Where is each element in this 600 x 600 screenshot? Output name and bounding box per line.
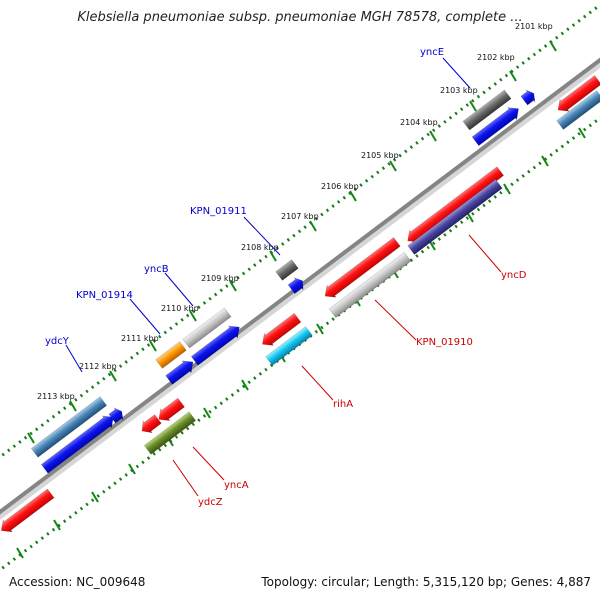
feature-arrow-red[interactable] [554,74,600,116]
feature-arrow-blue[interactable] [287,275,307,295]
label-KPN_01914[interactable]: KPN_01914 [76,290,133,301]
leader-line-KPN_01914 [129,298,161,335]
reverse-track-ticks [16,127,586,559]
feature-arrow-blue[interactable] [108,405,127,424]
feature-box-olive[interactable] [143,411,197,455]
gene-labels: yncE KPN_01911 yncB KPN_01914 ydcY yncD … [45,47,527,508]
scale-label: 2105 kbp [361,151,399,160]
reverse-track-tick [128,463,136,475]
leader-line-yncB [164,272,194,307]
scale-tick [429,130,437,142]
genome-summary-text: Topology: circular; Length: 5,315,120 bp… [261,575,591,589]
label-KPN_01910[interactable]: KPN_01910 [416,337,473,348]
scale-tick [229,280,237,292]
scale-tick [509,70,517,82]
feature-box-steel[interactable] [30,396,108,458]
label-yncB[interactable]: yncB [144,264,169,275]
scale-tick [27,432,35,444]
scale-label: 2113 kbp [37,392,75,401]
feature-box-grey[interactable] [462,89,512,131]
label-yncA[interactable]: yncA [224,480,249,491]
label-KPN_01911[interactable]: KPN_01911 [190,206,247,217]
reverse-track-tick [91,491,99,503]
scale-label: 2106 kbp [321,182,359,191]
scale-label: 2103 kbp [440,86,478,95]
feature-arrow-red[interactable] [138,413,163,437]
feature-arrow-blue[interactable] [520,87,539,106]
scale-tick [389,160,397,172]
scale-label: 2101 kbp [515,22,553,31]
leader-line-yncA [192,446,225,481]
feature-arrow-blue[interactable] [471,103,523,147]
scale-label: 2112 kbp [79,362,117,371]
scale-tick [269,250,277,262]
scale-label: 2109 kbp [201,274,239,283]
scale-label: 2104 kbp [400,118,438,127]
scale-tick [189,310,197,322]
feature-box-light[interactable] [328,251,412,319]
scale-tick [69,400,77,412]
label-yncD[interactable]: yncD [501,270,527,281]
map-title: Klebsiella pneumoniae subsp. pneumoniae … [77,10,523,25]
scale-label: 2107 kbp [281,212,319,221]
leader-line-ydcY [65,344,83,373]
label-ydcZ[interactable]: ydcZ [198,497,223,508]
label-rihA[interactable]: rihA [333,399,353,410]
leader-line-yncD [468,234,502,273]
scale-ticks [27,40,557,444]
leader-line-ydcZ [172,459,199,497]
feature-box-steel[interactable] [556,90,600,130]
scale-label: 2110 kbp [161,304,199,313]
leader-line-KPN_01911 [243,216,281,256]
label-yncE[interactable]: yncE [420,47,444,58]
scale-label: 2111 kbp [121,334,159,343]
leader-line-yncE [442,57,471,89]
feature-box-navy[interactable] [407,179,503,255]
scale-tick [549,40,557,52]
leader-line-KPN_01910 [374,299,417,341]
reverse-track-tick [541,155,549,167]
reverse-track-tick [503,183,511,195]
feature-arrow-red[interactable] [258,312,302,350]
reverse-track-tick [316,323,324,335]
scale-tick [109,370,117,382]
scale-track [0,3,600,459]
feature-arrow-red[interactable] [154,397,185,426]
scale-tick [349,190,357,202]
reverse-track-tick [16,547,24,559]
label-ydcY[interactable]: ydcY [45,336,70,347]
feature-arrow-blue[interactable] [165,356,198,386]
leader-line-rihA [301,365,334,401]
scale-tick [149,340,157,352]
reverse-track-tick [578,127,586,139]
feature-box-cyan[interactable] [265,326,313,366]
feature-arrow-red[interactable] [0,487,55,536]
reverse-track-tick [203,407,211,419]
feature-arrow-blue[interactable] [190,321,244,367]
accession-text: Accession: NC_009648 [9,575,146,589]
scale-label: 2102 kbp [477,53,515,62]
feature-box-light[interactable] [182,307,232,349]
scale-tick [309,220,317,232]
reverse-track-tick [53,519,61,531]
scale-label: 2108 kbp [241,243,279,252]
reverse-track-tick [241,379,249,391]
feature-box-orange[interactable] [155,341,187,369]
scale-tick [469,100,477,112]
features-layer [0,74,600,536]
feature-box-grey[interactable] [275,259,299,281]
feature-arrow-blue[interactable] [40,411,118,475]
feature-arrow-red[interactable] [321,236,402,302]
scale-labels: 2101 kbp 2102 kbp 2103 kbp 2104 kbp 2105 kbp… [37,22,553,401]
